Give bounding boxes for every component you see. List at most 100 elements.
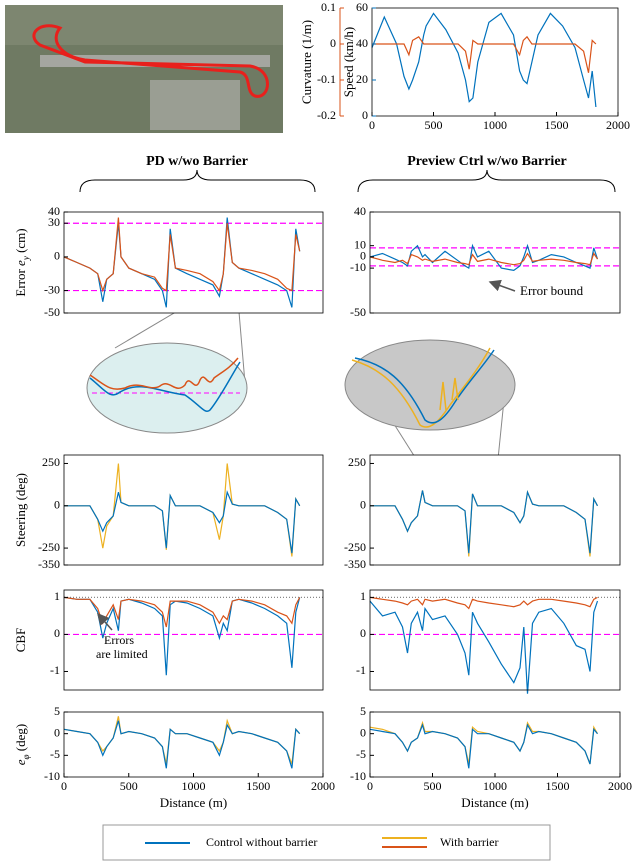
plot-frame	[63, 589, 324, 691]
y-tick-label: -0.2	[317, 108, 336, 122]
y-tick-label: 0	[54, 249, 60, 263]
column-header: Preview Ctrl w/wo Barrier	[407, 154, 567, 169]
y-tick-label: 0	[360, 498, 366, 512]
y-axis-label: Curvature (1/m)	[299, 20, 314, 104]
data-line	[64, 490, 301, 554]
y-axis-label: CBF	[13, 628, 28, 653]
x-tick-label: 2000	[608, 779, 632, 793]
x-tick-label: 2000	[606, 118, 630, 132]
y-tick-label: -10	[350, 260, 366, 274]
y-tick-label: 0	[54, 498, 60, 512]
y-tick-label: 0	[54, 626, 60, 640]
y-tick-label: -50	[350, 305, 366, 319]
y-axis-label: Steering (deg)	[13, 473, 28, 547]
y-tick-label: 5	[54, 704, 60, 718]
x-tick-label: 1000	[182, 779, 206, 793]
y-axis-label: Error ey (cm)	[13, 228, 31, 296]
label-part: e	[13, 759, 28, 765]
y-tick-label: -1	[50, 663, 60, 677]
y-tick-label: 0	[360, 725, 366, 739]
x-axis-label: Distance (m)	[160, 795, 228, 810]
x-tick-label: 1500	[546, 779, 570, 793]
y-tick-label: 5	[360, 704, 366, 718]
y-tick-label: -5	[356, 747, 366, 761]
y-tick-label: -250	[344, 540, 366, 554]
x-tick-label: 500	[120, 779, 138, 793]
data-line	[63, 217, 301, 293]
y2-tick-label: 20	[356, 72, 368, 86]
plot-frame	[63, 454, 324, 566]
column-braces	[79, 169, 616, 193]
y-tick-label: 30	[48, 215, 60, 229]
y-tick-label: 1	[54, 589, 60, 603]
y-tick-label: 10	[354, 237, 366, 251]
y2-tick-label: 40	[356, 36, 368, 50]
y-tick-label: -5	[50, 747, 60, 761]
y-tick-label: 1	[360, 589, 366, 603]
x-tick-label: 500	[424, 779, 442, 793]
annotation: are limited	[96, 647, 148, 661]
x-axis-label: Distance (m)	[461, 795, 529, 810]
data-line	[369, 252, 599, 266]
y-tick-label: 0	[54, 725, 60, 739]
y-tick-label: -0.1	[317, 72, 336, 86]
label-part: (cm)	[13, 228, 28, 256]
plot-area	[64, 455, 323, 565]
y-tick-label: -250	[38, 540, 60, 554]
annotation-arrow	[97, 612, 113, 631]
annotation-arrow	[488, 279, 516, 292]
y-tick-label: -1	[356, 663, 366, 677]
label-part: Error	[13, 266, 28, 297]
x-tick-label: 1000	[483, 779, 507, 793]
x-tick-label: 1000	[483, 118, 507, 132]
y2-tick-label: 60	[356, 0, 368, 14]
y-tick-label: -50	[44, 305, 60, 319]
y-tick-label: -10	[44, 769, 60, 783]
data-line	[369, 596, 598, 610]
plot-frame	[369, 589, 621, 691]
label-part: y	[21, 256, 31, 261]
data-line	[369, 600, 599, 694]
x-tick-label: 1500	[545, 118, 569, 132]
y-tick-label: -10	[350, 769, 366, 783]
legend-label: Control without barrier	[206, 835, 317, 849]
plot-area	[370, 455, 620, 565]
column-header: PD w/wo Barrier	[146, 154, 248, 169]
data-line	[371, 12, 597, 108]
data-line	[372, 35, 597, 73]
x-tick-label: 1500	[246, 779, 270, 793]
y-tick-label: 40	[48, 204, 60, 218]
y-tick-label: 0	[360, 626, 366, 640]
plot-frame	[63, 211, 324, 314]
data-line	[369, 243, 599, 272]
y-axis-label: eφ (deg)	[13, 724, 31, 765]
label-part: φ	[21, 754, 31, 759]
x-tick-label: 0	[369, 118, 375, 132]
y-tick-label: -30	[44, 282, 60, 296]
y2-tick-label: 0	[362, 108, 368, 122]
plot-area	[64, 712, 323, 777]
x-tick-label: 0	[367, 779, 373, 793]
data-line	[370, 490, 599, 554]
y2-axis-label: Speed (km/h)	[341, 27, 356, 97]
y-tick-label: -350	[38, 557, 60, 571]
y-tick-label: -350	[344, 557, 366, 571]
y-tick-label: 250	[348, 455, 366, 469]
x-tick-label: 2000	[311, 779, 335, 793]
y-tick-label: 0.1	[321, 0, 336, 14]
legend-label: With barrier	[440, 835, 499, 849]
annotation: Errors	[104, 633, 134, 647]
y-tick-label: 40	[354, 204, 366, 218]
annotation: Error bound	[520, 283, 584, 298]
data-line	[369, 723, 598, 769]
plot-frame	[369, 454, 621, 566]
plot-area	[64, 590, 323, 690]
x-tick-label: 0	[61, 779, 67, 793]
zoom-insets	[86, 280, 516, 561]
plot-frame	[369, 211, 621, 314]
label-part: e	[13, 260, 28, 266]
label-part: (deg)	[13, 724, 28, 755]
legend: Control without barrier With barrier	[102, 824, 551, 861]
